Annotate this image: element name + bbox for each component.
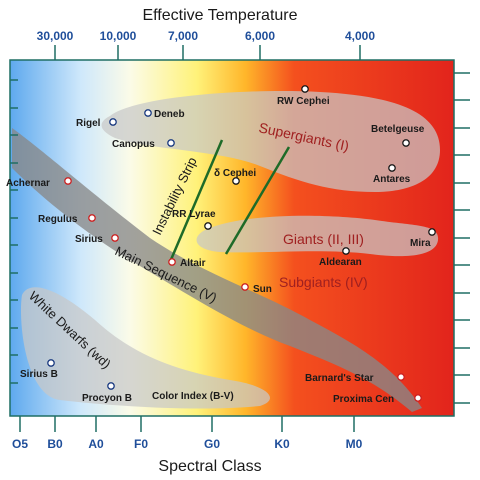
- star-marker-rr-lyrae: [204, 222, 212, 230]
- top-tick-label: 7,000: [168, 29, 198, 43]
- top-tick-label: 6,000: [245, 29, 275, 43]
- star-label-antares: Antares: [373, 174, 411, 185]
- star-label-rr-lyrae: RR Lyrae: [172, 209, 216, 220]
- star-marker-antares: [388, 164, 396, 172]
- star-label-aldearan: Aldearan: [319, 257, 362, 268]
- side-ticks: [10, 72, 470, 404]
- top-tick-label: 4,000: [345, 29, 375, 43]
- star-label-mira: Mira: [410, 238, 431, 249]
- star-label-proxima-cen: Proxima Cen: [333, 394, 394, 405]
- star-marker-deneb: [144, 109, 152, 117]
- star-label-sirius-b: Sirius B: [20, 369, 58, 380]
- star-marker-aldearan: [342, 247, 350, 255]
- star-marker-sun: [241, 283, 249, 291]
- star-label-achernar: Achernar: [6, 178, 50, 189]
- star-label-betelgeuse: Betelgeuse: [371, 124, 425, 135]
- star-marker-delta-cephei: [232, 177, 240, 185]
- star-marker-regulus: [88, 214, 96, 222]
- star-marker-rw-cephei: [301, 85, 309, 93]
- giants-label: Giants (II, III): [283, 231, 364, 247]
- star-marker-rigel: [109, 118, 117, 126]
- star-label-rw-cephei: RW Cephei: [277, 96, 330, 107]
- top-tick-label: 30,000: [37, 29, 74, 43]
- star-label-sirius: Sirius: [75, 234, 103, 245]
- star-marker-altair: [168, 258, 176, 266]
- star-marker-achernar: [64, 177, 72, 185]
- bottom-tick-label: B0: [47, 437, 63, 451]
- star-label-rigel: Rigel: [76, 118, 101, 129]
- star-label-regulus: Regulus: [38, 214, 78, 225]
- bottom-tick-label: G0: [204, 437, 220, 451]
- star-marker-barnards-star: [397, 373, 405, 381]
- giants-region: [196, 215, 439, 257]
- top-axis-ticks: [54, 45, 361, 60]
- bottom-tick-label: F0: [134, 437, 148, 451]
- star-label-procyon-b: Procyon B: [82, 393, 132, 404]
- main-sequence-band: [12, 128, 422, 412]
- star-label-sun: Sun: [253, 284, 272, 295]
- color-index-label: Color Index (B-V): [152, 391, 234, 402]
- subgiants-label: Subgiants (IV): [279, 274, 368, 290]
- star-label-delta-cephei: δ Cephei: [214, 168, 256, 179]
- star-marker-betelgeuse: [402, 139, 410, 147]
- bottom-axis-title: Spectral Class: [158, 458, 261, 475]
- star-marker-mira: [428, 228, 436, 236]
- star-marker-proxima-cen: [414, 394, 422, 402]
- bottom-tick-label: K0: [274, 437, 290, 451]
- star-markers: [47, 85, 436, 402]
- star-marker-procyon-b: [107, 382, 115, 390]
- star-marker-sirius: [111, 234, 119, 242]
- white-dwarfs-region: [20, 287, 270, 409]
- star-label-canopus: Canopus: [112, 139, 155, 150]
- bottom-tick-label: A0: [88, 437, 104, 451]
- star-label-altair: Altair: [180, 258, 206, 269]
- bottom-tick-label: O5: [12, 437, 28, 451]
- instability-strip-right-line: [224, 146, 291, 255]
- star-label-deneb: Deneb: [154, 109, 185, 120]
- top-axis-title: Effective Temperature: [142, 7, 297, 24]
- star-label-barnards-star: Barnard's Star: [305, 373, 374, 384]
- top-tick-label: 10,000: [100, 29, 137, 43]
- bottom-axis-ticks: [19, 416, 355, 432]
- star-marker-sirius-b: [47, 359, 55, 367]
- instability-strip-left-line: [168, 139, 224, 263]
- bottom-tick-label: M0: [346, 437, 363, 451]
- supergiants-region: [101, 91, 441, 192]
- star-marker-canopus: [167, 139, 175, 147]
